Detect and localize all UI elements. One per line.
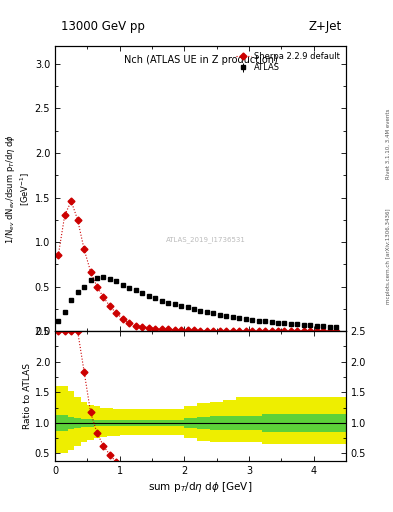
- Sherpa 2.2.9 default: [159, 326, 164, 332]
- Sherpa 2.2.9 default: [140, 324, 145, 330]
- Sherpa 2.2.9 default: [301, 328, 306, 334]
- Sherpa 2.2.9 default: [101, 294, 106, 301]
- Sherpa 2.2.9 default: [321, 328, 325, 334]
- Sherpa 2.2.9 default: [75, 217, 80, 223]
- Sherpa 2.2.9 default: [121, 316, 125, 322]
- Sherpa 2.2.9 default: [179, 327, 184, 333]
- Sherpa 2.2.9 default: [204, 328, 209, 334]
- Sherpa 2.2.9 default: [314, 328, 319, 334]
- Sherpa 2.2.9 default: [282, 328, 287, 334]
- Sherpa 2.2.9 default: [69, 198, 73, 204]
- Sherpa 2.2.9 default: [288, 328, 293, 334]
- Sherpa 2.2.9 default: [263, 328, 267, 334]
- Sherpa 2.2.9 default: [269, 328, 274, 334]
- Sherpa 2.2.9 default: [327, 328, 332, 334]
- Text: Nch (ATLAS UE in Z production): Nch (ATLAS UE in Z production): [123, 55, 277, 65]
- Sherpa 2.2.9 default: [237, 328, 242, 334]
- Sherpa 2.2.9 default: [56, 252, 61, 259]
- Sherpa 2.2.9 default: [172, 327, 177, 333]
- Sherpa 2.2.9 default: [127, 320, 132, 326]
- Sherpa 2.2.9 default: [153, 326, 158, 332]
- Sherpa 2.2.9 default: [134, 323, 138, 329]
- Sherpa 2.2.9 default: [192, 327, 196, 333]
- Sherpa 2.2.9 default: [217, 328, 222, 334]
- Sherpa 2.2.9 default: [250, 328, 255, 334]
- Sherpa 2.2.9 default: [88, 268, 93, 274]
- Y-axis label: 1/N$_{ev}$ dN$_{ev}$/dsum p$_T$/d$\eta$ d$\phi$
[GeV$^{-1}$]: 1/N$_{ev}$ dN$_{ev}$/dsum p$_T$/d$\eta$ …: [4, 134, 32, 244]
- Text: Rivet 3.1.10, 3.4M events: Rivet 3.1.10, 3.4M events: [386, 108, 391, 179]
- Sherpa 2.2.9 default: [334, 328, 338, 334]
- Sherpa 2.2.9 default: [230, 328, 235, 334]
- Sherpa 2.2.9 default: [95, 284, 99, 290]
- Text: mcplots.cern.ch [arXiv:1306.3436]: mcplots.cern.ch [arXiv:1306.3436]: [386, 208, 391, 304]
- Sherpa 2.2.9 default: [256, 328, 261, 334]
- Sherpa 2.2.9 default: [108, 303, 112, 309]
- Text: 13000 GeV pp: 13000 GeV pp: [61, 20, 145, 33]
- X-axis label: sum p$_T$/d$\eta$ d$\phi$ [GeV]: sum p$_T$/d$\eta$ d$\phi$ [GeV]: [148, 480, 253, 494]
- Sherpa 2.2.9 default: [275, 328, 280, 334]
- Line: Sherpa 2.2.9 default: Sherpa 2.2.9 default: [56, 199, 339, 333]
- Sherpa 2.2.9 default: [146, 325, 151, 331]
- Text: ATLAS_2019_I1736531: ATLAS_2019_I1736531: [166, 237, 246, 243]
- Sherpa 2.2.9 default: [308, 328, 313, 334]
- Sherpa 2.2.9 default: [82, 246, 86, 252]
- Sherpa 2.2.9 default: [114, 310, 119, 316]
- Text: Z+Jet: Z+Jet: [309, 20, 342, 33]
- Sherpa 2.2.9 default: [62, 212, 67, 219]
- Sherpa 2.2.9 default: [198, 328, 203, 334]
- Sherpa 2.2.9 default: [224, 328, 229, 334]
- Sherpa 2.2.9 default: [295, 328, 300, 334]
- Sherpa 2.2.9 default: [243, 328, 248, 334]
- Legend: Sherpa 2.2.9 default, ATLAS: Sherpa 2.2.9 default, ATLAS: [234, 50, 342, 74]
- Y-axis label: Ratio to ATLAS: Ratio to ATLAS: [23, 363, 32, 429]
- Sherpa 2.2.9 default: [166, 326, 171, 332]
- Sherpa 2.2.9 default: [185, 327, 190, 333]
- Sherpa 2.2.9 default: [211, 328, 216, 334]
